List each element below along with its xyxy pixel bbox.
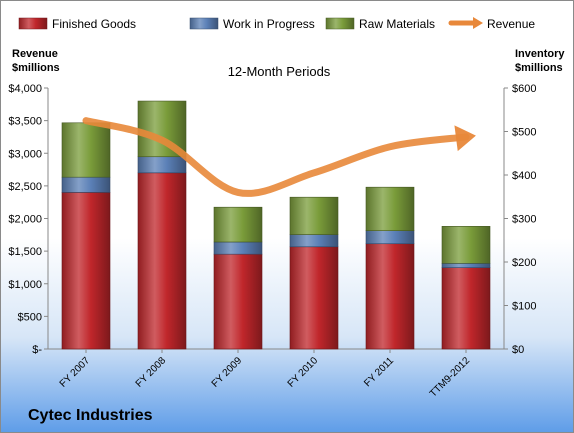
bar-finished-goods — [213, 253, 263, 350]
bar-work-in-progress — [289, 234, 339, 248]
revenue-arrowhead — [454, 125, 476, 152]
bar-raw-materials — [213, 206, 263, 243]
bar-finished-goods — [441, 267, 491, 350]
bar-work-in-progress — [61, 176, 111, 193]
legend-label-revenue: Revenue — [487, 17, 535, 31]
y-left-tick-label: $- — [32, 344, 42, 356]
bar-work-in-progress — [365, 230, 415, 245]
y-left-tick-label: $1,000 — [8, 279, 42, 291]
chart-title: 12-Month Periods — [228, 64, 331, 79]
bar-finished-goods — [61, 192, 111, 350]
y-right-tick-label: $100 — [512, 301, 536, 313]
y-right-title-line2: $millions — [515, 62, 563, 74]
bar-finished-goods — [365, 243, 415, 350]
x-tick-label: FY 2008 — [134, 355, 169, 390]
y-left-tick-label: $4,000 — [8, 83, 42, 95]
bar-raw-materials — [365, 186, 415, 231]
y-right-tick-label: $400 — [512, 170, 536, 182]
y-right-tick-label: $300 — [512, 214, 536, 226]
bar-raw-materials — [61, 122, 111, 178]
y-left-tick-label: $3,500 — [8, 116, 42, 128]
legend-label-0: Finished Goods — [52, 17, 136, 31]
x-tick-label: FY 2011 — [362, 355, 396, 389]
company-name: Cytec Industries — [28, 407, 153, 424]
bar-work-in-progress — [213, 241, 263, 255]
y-left-tick-label: $2,500 — [8, 181, 42, 193]
legend-swatch-1 — [189, 17, 219, 30]
x-tick-label: FY 2009 — [210, 355, 245, 390]
y-left-title-line1: Revenue — [12, 48, 58, 60]
revenue-line — [82, 117, 470, 197]
bar-work-in-progress — [137, 156, 187, 174]
x-tick-label: TTM9-2012 — [428, 355, 473, 400]
legend-swatch-2 — [325, 17, 355, 30]
y-right-title-line1: Inventory — [515, 48, 565, 60]
legend-label-2: Raw Materials — [359, 17, 435, 31]
legend-label-1: Work in Progress — [223, 17, 315, 31]
bar-raw-materials — [289, 196, 339, 235]
y-right-tick-label: $500 — [512, 127, 536, 139]
x-tick-label: FY 2007 — [58, 355, 93, 390]
x-tick-label: FY 2010 — [286, 355, 321, 390]
y-left-title-line2: $millions — [12, 62, 60, 74]
y-right-tick-label: $200 — [512, 257, 536, 269]
bar-work-in-progress — [441, 263, 491, 268]
y-left-tick-label: $500 — [18, 311, 42, 323]
y-left-tick-label: $1,500 — [8, 246, 42, 258]
bar-finished-goods — [137, 172, 187, 350]
bar-finished-goods — [289, 246, 339, 350]
bar-raw-materials — [441, 226, 491, 264]
y-right-tick-label: $600 — [512, 83, 536, 95]
y-right-tick-label: $0 — [512, 344, 524, 356]
y-left-tick-label: $2,000 — [8, 214, 42, 226]
legend-swatch-0 — [18, 17, 48, 30]
legend-arrowhead-revenue — [473, 17, 483, 29]
y-left-tick-label: $3,000 — [8, 148, 42, 160]
